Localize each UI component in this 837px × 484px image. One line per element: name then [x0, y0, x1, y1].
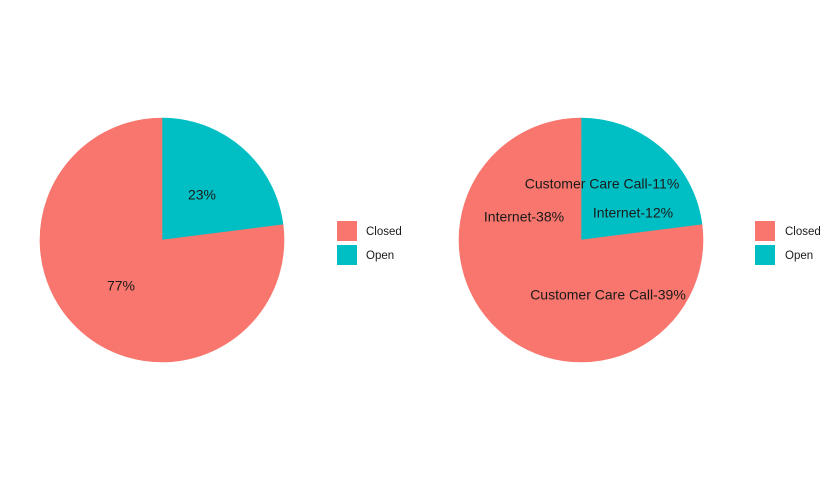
pie-slices — [39, 117, 285, 363]
pie-chart-left: 23% 77% — [39, 117, 285, 363]
pie-slice-closed — [458, 117, 582, 330]
slice-label: 23% — [188, 187, 216, 203]
legend-key-closed — [337, 221, 357, 241]
pie-slice-open — [580, 117, 660, 241]
slice-label: Customer Care Call-39% — [530, 287, 686, 303]
pie-slice-closed — [497, 224, 704, 363]
legend-right: Closed Open — [755, 221, 821, 265]
legend-label-open: Open — [785, 250, 813, 262]
pie-slices — [458, 117, 704, 363]
pie-labels: Customer Care Call-11% Internet-12% Custom… — [484, 176, 686, 303]
pie-slice-closed — [39, 117, 285, 363]
slice-label: Customer Care Call-11% — [525, 176, 680, 192]
legend-key-open — [337, 245, 357, 265]
legend-label-open: Open — [366, 250, 394, 262]
slice-label: Internet-12% — [593, 205, 673, 221]
legend-label-closed: Closed — [366, 226, 402, 238]
legend-left: Closed Open — [337, 221, 402, 265]
slice-label: Internet-38% — [484, 209, 564, 225]
slice-label: 77% — [107, 278, 135, 294]
legend-label-closed: Closed — [785, 226, 821, 238]
pie-labels: 23% 77% — [107, 187, 216, 294]
pie-slice-open — [580, 145, 703, 241]
pie-chart-right: Customer Care Call-11% Internet-12% Custom… — [458, 117, 704, 363]
legend-key-open — [755, 245, 775, 265]
pie-slice-open — [161, 117, 284, 241]
legend-key-closed — [755, 221, 775, 241]
